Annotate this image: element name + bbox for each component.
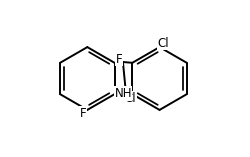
Text: F: F <box>80 107 87 119</box>
Text: Cl: Cl <box>157 37 169 50</box>
Text: Cl: Cl <box>125 92 136 105</box>
Text: NH: NH <box>114 87 132 100</box>
Text: F: F <box>116 53 122 66</box>
